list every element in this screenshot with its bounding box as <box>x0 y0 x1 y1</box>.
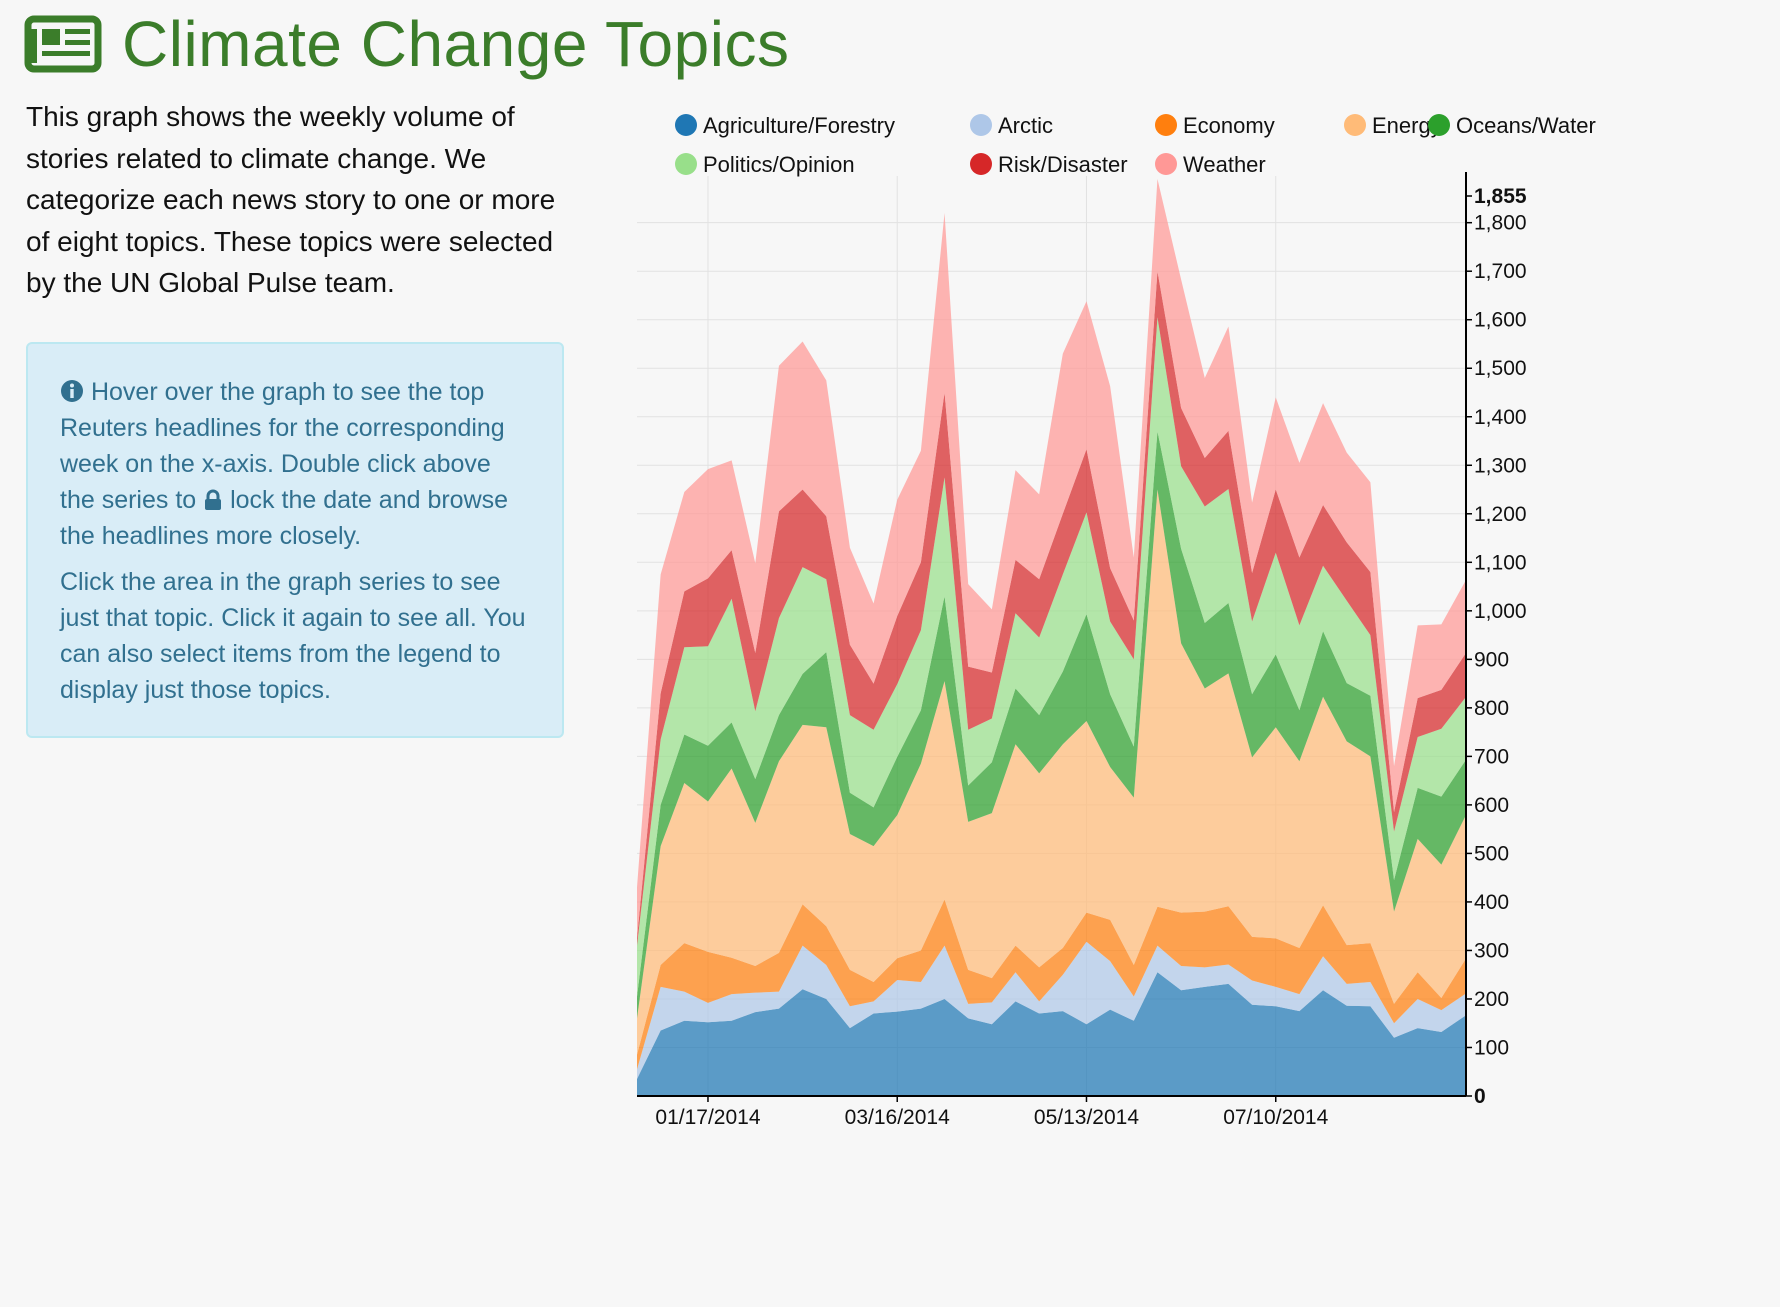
legend-swatch-agriculture-forestry[interactable] <box>675 114 697 136</box>
y-tick-label: 800 <box>1474 697 1509 720</box>
legend-swatch-economy[interactable] <box>1155 114 1177 136</box>
y-tick-label: 1,600 <box>1474 309 1527 332</box>
legend-swatch-weather[interactable] <box>1155 153 1177 175</box>
lock-icon <box>205 489 222 510</box>
legend-label-risk-disaster[interactable]: Risk/Disaster <box>998 152 1128 177</box>
info-text-1b: lock the date and browse the headlines m… <box>60 486 509 550</box>
y-tick-label: 1,700 <box>1474 260 1527 283</box>
info-paragraph-click: Click the area in the graph series to se… <box>60 568 526 704</box>
legend-label-weather[interactable]: Weather <box>1183 152 1266 177</box>
y-tick-label: 1,855 <box>1474 185 1527 208</box>
x-tick-label: 01/17/2014 <box>655 1106 760 1129</box>
info-box: Hover over the graph to see the top Reut… <box>26 342 564 738</box>
info-circle-icon <box>61 380 83 402</box>
y-tick-label: 1,500 <box>1474 357 1527 380</box>
x-tick-label: 03/16/2014 <box>845 1106 950 1129</box>
area-agriculture-forestry[interactable] <box>637 972 1465 1096</box>
legend-swatch-arctic[interactable] <box>970 114 992 136</box>
y-tick-label: 400 <box>1474 891 1509 914</box>
area-oceans-water[interactable] <box>637 431 1465 1019</box>
info-paragraph-hover: Hover over the graph to see the top Reut… <box>60 374 532 554</box>
chart-container: 0 100 200 300 400 500 600 700 800 900 1,000 1,100 1,… <box>600 100 1780 1302</box>
legend-label-politics-opinion[interactable]: Politics/Opinion <box>703 152 855 177</box>
legend-label-economy[interactable]: Economy <box>1183 113 1275 138</box>
y-tick-label: 500 <box>1474 842 1509 865</box>
y-tick-label: 200 <box>1474 988 1509 1011</box>
y-tick-label: 1,100 <box>1474 551 1527 574</box>
y-tick-label: 1,400 <box>1474 406 1527 429</box>
area-risk-disaster[interactable] <box>637 271 1465 946</box>
legend-swatch-oceans-water[interactable] <box>1428 114 1450 136</box>
page-header: Climate Change Topics <box>24 4 789 84</box>
y-tick-label: 0 <box>1474 1085 1486 1108</box>
area-arctic[interactable] <box>637 941 1465 1080</box>
y-tick-label: 1,300 <box>1474 454 1527 477</box>
legend-swatch-risk-disaster[interactable] <box>970 153 992 175</box>
x-tick-label: 07/10/2014 <box>1223 1106 1328 1129</box>
stacked-area-chart[interactable]: 0 100 200 300 400 500 600 700 800 900 1,000 1,100 1,… <box>600 100 1780 1302</box>
y-tick-label: 1,200 <box>1474 503 1527 526</box>
page-title: Climate Change Topics <box>122 8 790 80</box>
y-tick-label: 100 <box>1474 1036 1509 1059</box>
y-tick-label: 1,800 <box>1474 212 1527 235</box>
y-tick-label: 600 <box>1474 794 1509 817</box>
area-economy[interactable] <box>637 899 1465 1070</box>
newspaper-icon <box>24 15 102 73</box>
y-tick-label: 700 <box>1474 745 1509 768</box>
info-text-1a: Hover over the graph to see the top Reut… <box>60 378 505 514</box>
legend-swatch-politics-opinion[interactable] <box>675 153 697 175</box>
legend-label-oceans-water[interactable]: Oceans/Water <box>1456 113 1596 138</box>
y-tick-label: 1,000 <box>1474 600 1527 623</box>
y-tick-label: 300 <box>1474 939 1509 962</box>
intro-text: This graph shows the weekly volume of st… <box>26 101 556 298</box>
y-tick-label: 900 <box>1474 648 1509 671</box>
legend-label-agriculture-forestry[interactable]: Agriculture/Forestry <box>703 113 895 138</box>
legend-swatch-energy[interactable] <box>1344 114 1366 136</box>
area-politics-opinion[interactable] <box>637 317 1465 997</box>
area-energy[interactable] <box>637 489 1465 1055</box>
x-tick-label: 05/13/2014 <box>1034 1106 1139 1129</box>
legend-label-arctic[interactable]: Arctic <box>998 113 1053 138</box>
